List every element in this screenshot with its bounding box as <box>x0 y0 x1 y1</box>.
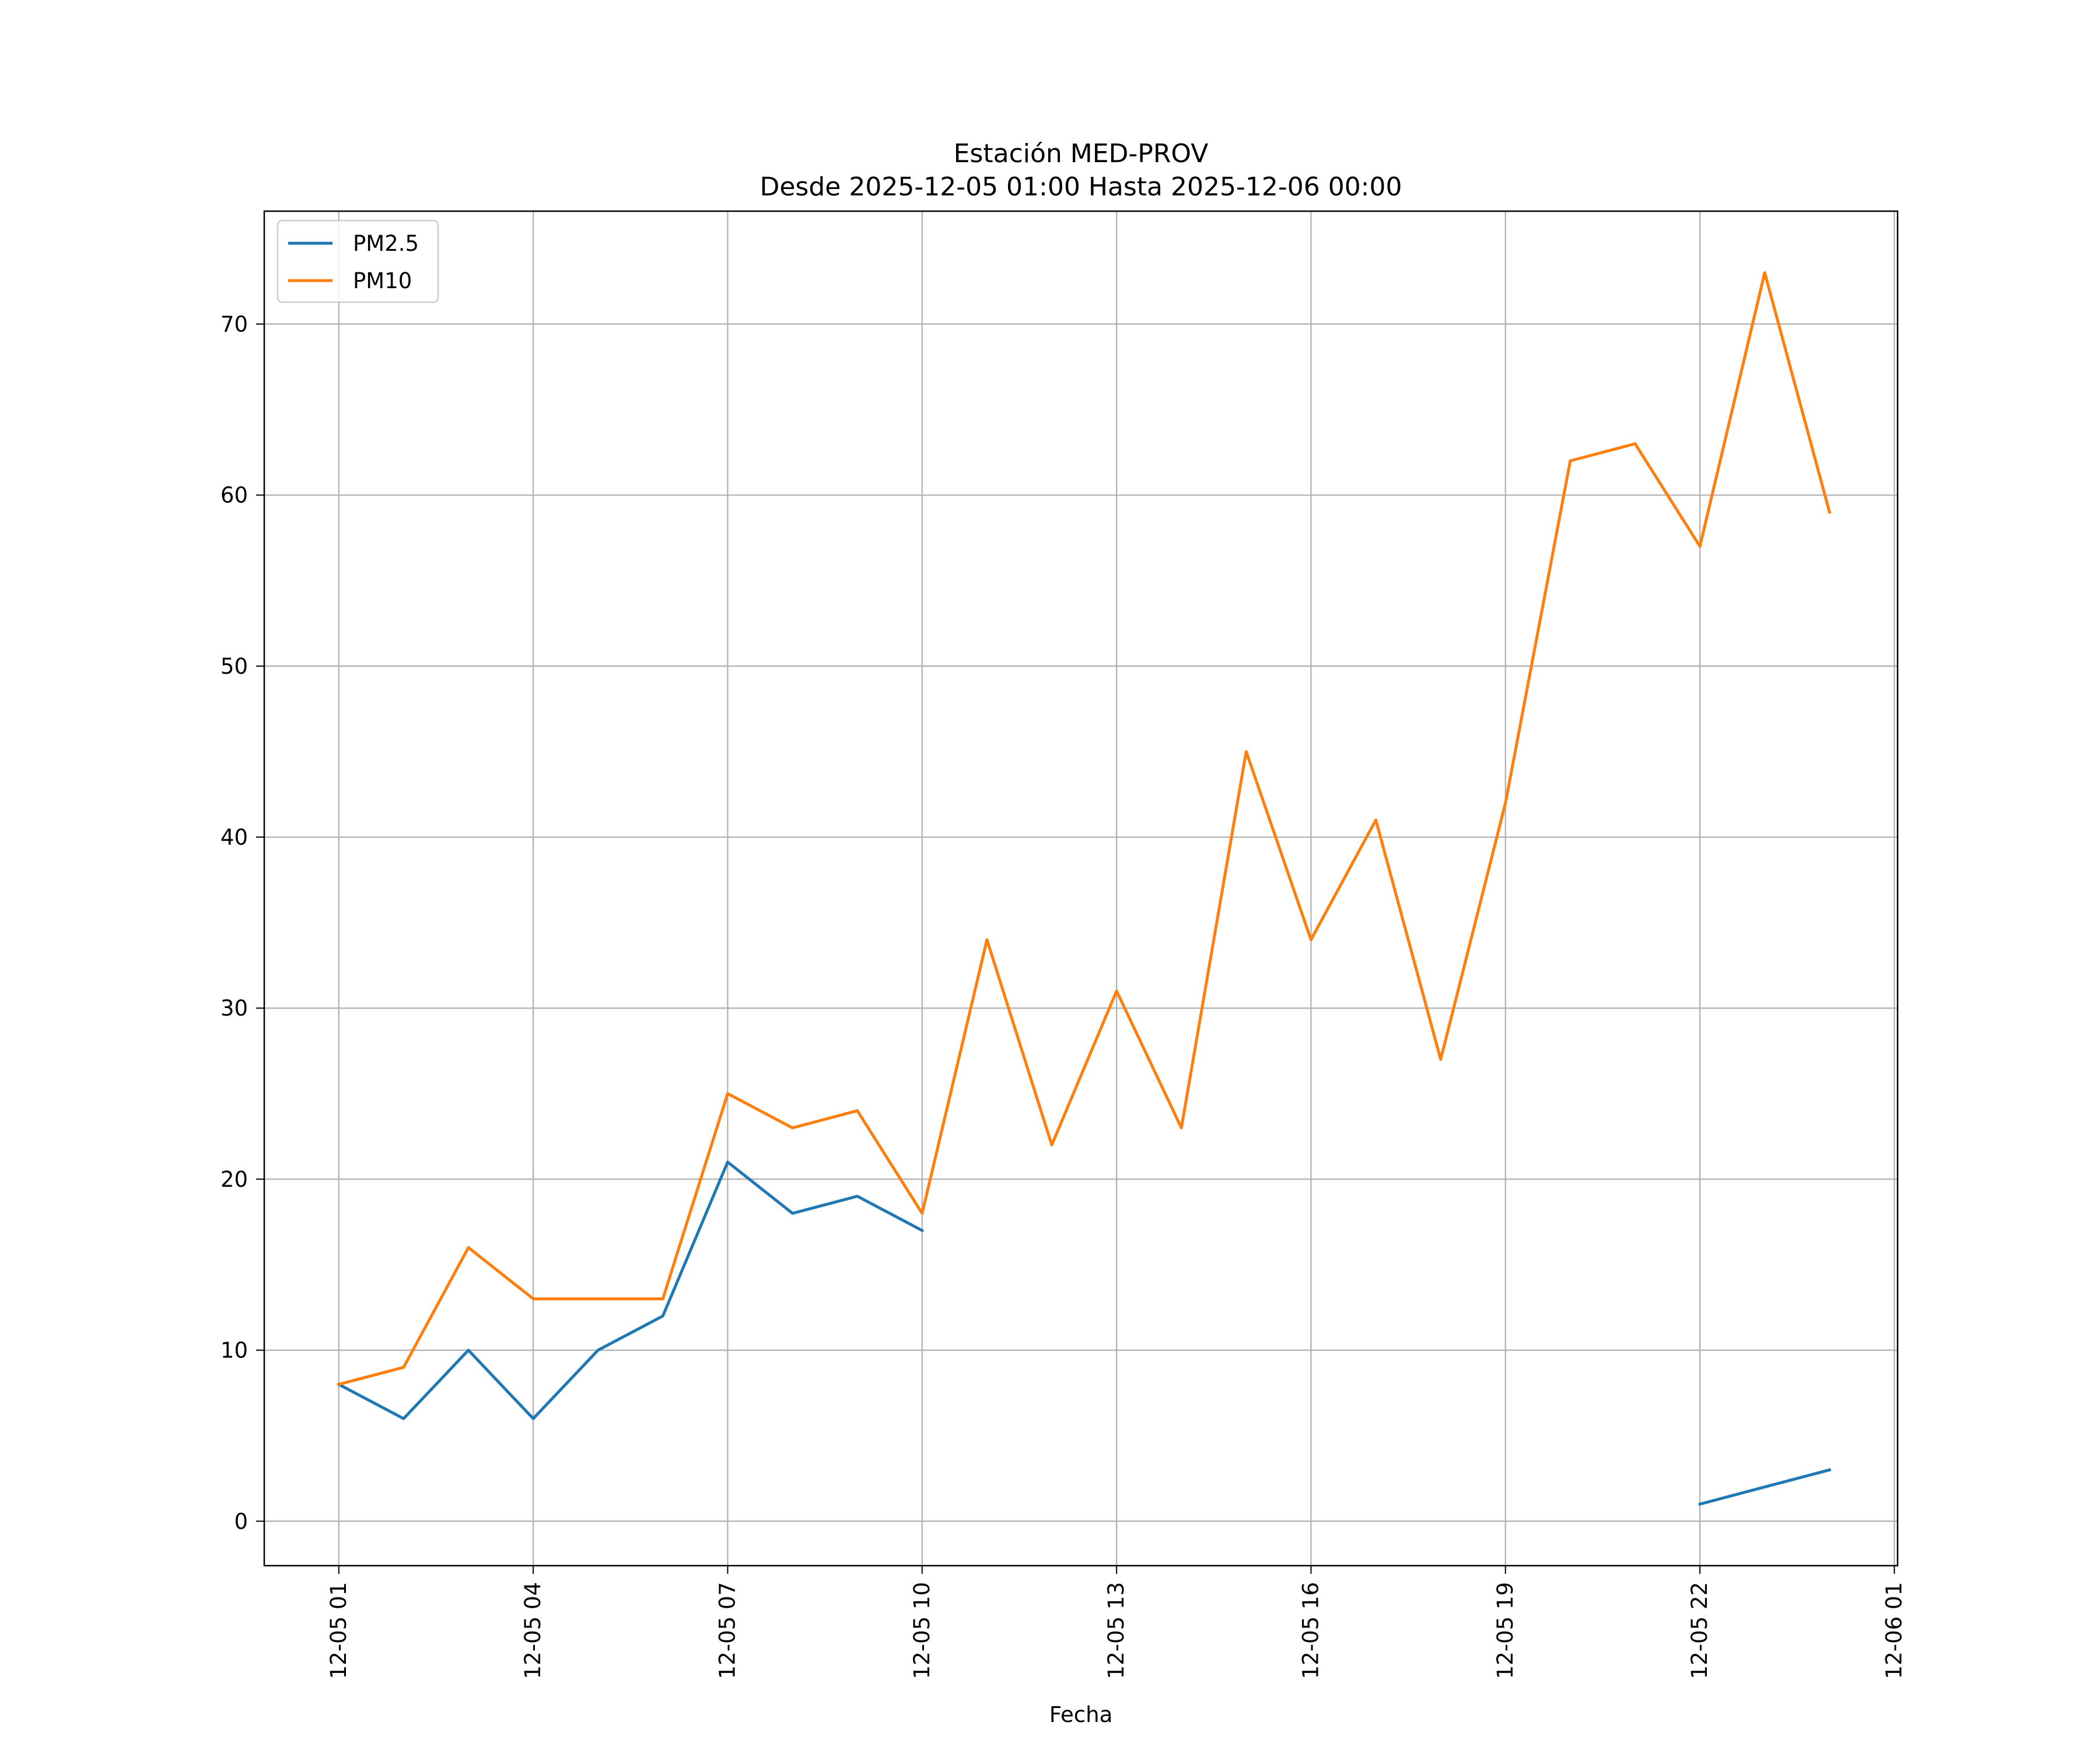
x-tick-label: 12-05 01 <box>326 1582 351 1679</box>
chart-title-line-2: Desde 2025-12-05 01:00 Hasta 2025-12-06 … <box>760 172 1402 202</box>
series-line-pm25 <box>337 1160 925 1420</box>
x-tick-label: 12-05 22 <box>1687 1582 1712 1679</box>
x-tick-label: 12-05 13 <box>1104 1582 1129 1679</box>
tick-labels: 12-05 01 12-05 04 12-05 07 12-05 10 12-05 13… <box>220 312 1907 1679</box>
series-line-pm25 <box>1698 1468 1832 1506</box>
y-tick-label: 50 <box>220 654 248 679</box>
y-tick-label: 70 <box>220 312 248 337</box>
chart-title-line-1: Estación MED-PROV <box>954 139 1209 169</box>
legend-label-pm25: PM2.5 <box>353 231 419 256</box>
axes <box>256 210 1899 1574</box>
x-tick-label: 12-06 01 <box>1881 1582 1906 1679</box>
x-tick-label: 12-05 19 <box>1493 1582 1518 1679</box>
y-tick-label: 10 <box>220 1338 248 1363</box>
legend-label-pm10: PM10 <box>353 268 412 293</box>
x-axis-label: Fecha <box>1049 1702 1113 1727</box>
series-lines <box>337 271 1832 1506</box>
y-tick-label: 30 <box>220 996 248 1021</box>
y-tick-label: 40 <box>220 825 248 850</box>
legend: PM2.5 PM10 <box>276 219 439 303</box>
x-tick-label: 12-05 10 <box>909 1582 935 1679</box>
x-tick-label: 12-05 16 <box>1298 1582 1323 1679</box>
y-tick-label: 20 <box>220 1167 248 1192</box>
y-tick-label: 0 <box>234 1509 248 1534</box>
x-tick-label: 12-05 07 <box>715 1582 740 1679</box>
x-tick-label: 12-05 04 <box>520 1582 545 1679</box>
grid <box>264 211 1898 1566</box>
series-line-pm10 <box>337 271 1832 1387</box>
plot-frame <box>263 210 1899 1567</box>
y-tick-label: 60 <box>220 483 248 508</box>
